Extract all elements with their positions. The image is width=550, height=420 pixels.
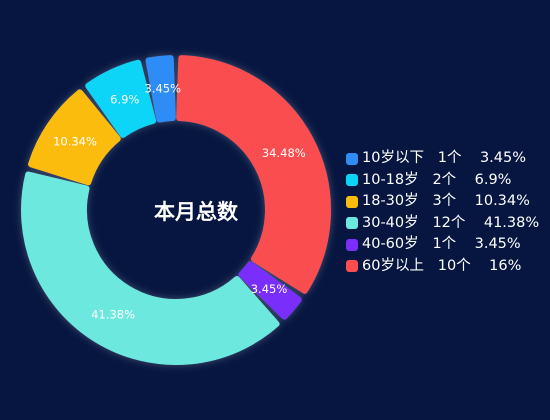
legend-item[interactable]: 40-60岁 1个 3.45% [346,234,539,256]
legend-swatch [346,152,358,165]
slice-percent-label: 3.45% [145,82,182,96]
legend-label: 30-40岁 12个 41.38% [362,214,540,231]
legend-item[interactable]: 10岁以下 1个 3.45% [346,148,539,170]
slice-percent-label: 10.34% [53,135,97,149]
legend-item[interactable]: 18-30岁 3个 10.34% [346,191,539,213]
slice-percent-label: 3.45% [251,282,288,296]
legend-label: 18-30岁 3个 10.34% [362,193,530,209]
legend-swatch [346,195,358,208]
legend-item[interactable]: 60岁以上 10个 16% [346,256,539,278]
donut-slice-labels: 34.48% 3.45% 41.38% 10.34% 6.9% 3.45% [53,82,306,322]
donut-slices [21,55,331,365]
legend-label: 10-18岁 2个 6.9% [362,171,512,188]
center-label: 本月总数 [154,200,239,224]
donut-slice[interactable] [238,261,302,320]
legend-swatch [346,174,358,187]
donut-slice[interactable] [176,55,331,294]
legend-swatch [346,260,358,273]
legend-label: 10岁以下 1个 3.45% [362,150,527,166]
donut-slice[interactable] [28,89,121,186]
legend-label: 60岁以上 10个 16% [362,257,522,274]
legend-swatch [346,217,358,230]
slice-percent-label: 41.38% [91,308,135,322]
slice-percent-label: 6.9% [110,92,139,106]
legend-item[interactable]: 30-40岁 12个 41.38% [346,213,539,235]
chart-legend: 10岁以下 1个 3.45% 10-18岁 2个 6.9% 18-30岁 3个 10… [346,148,539,277]
donut-slice[interactable] [145,55,176,123]
donut-slice[interactable] [85,59,157,138]
legend-label: 40-60岁 1个 3.45% [362,236,521,252]
legend-swatch [346,238,358,251]
legend-item[interactable]: 10-18岁 2个 6.9% [346,170,539,192]
slice-percent-label: 34.48% [262,146,306,160]
donut-slice[interactable] [21,171,280,365]
